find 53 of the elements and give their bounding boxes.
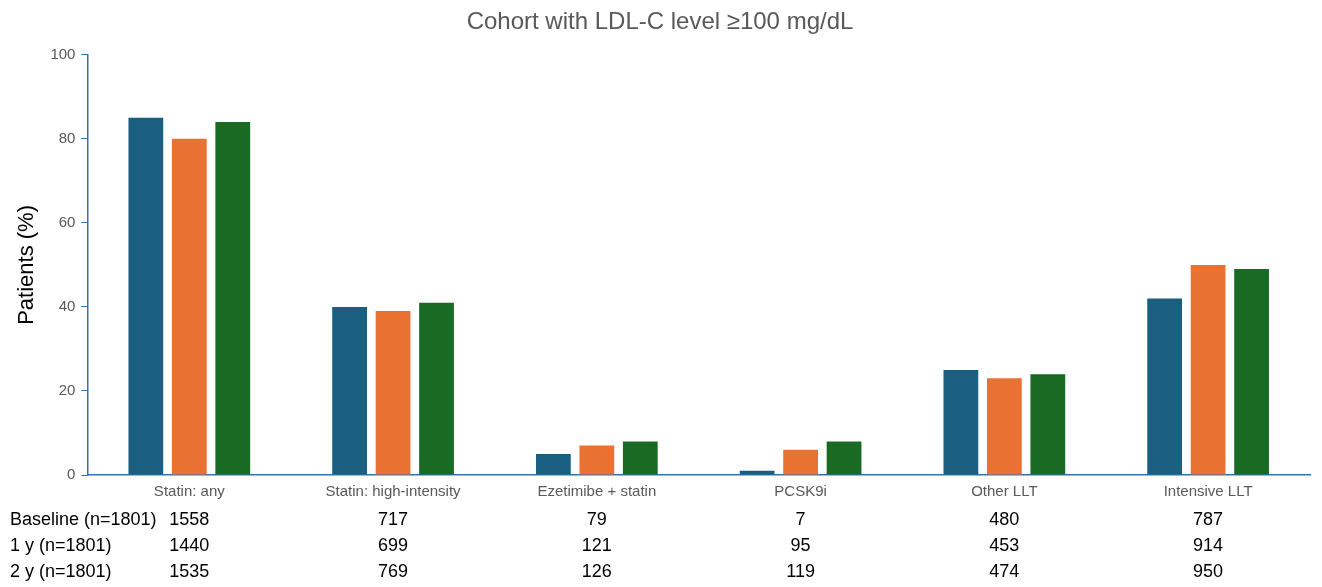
text: 119: [786, 560, 815, 581]
text: 126: [581, 560, 612, 581]
bar: [783, 449, 818, 475]
bar: [986, 378, 1022, 475]
x-tick-label: Intensive LLT: [1163, 482, 1253, 500]
text: 950: [1193, 560, 1224, 581]
text: 474: [989, 560, 1020, 581]
text: 717: [378, 508, 409, 529]
text: 1 y (n=1801): [10, 534, 112, 555]
text: Baseline (n=1801): [10, 508, 157, 529]
x-tick-label: PCSK9i: [774, 482, 827, 500]
text: 121: [581, 534, 612, 555]
y-tick-label: 0: [67, 465, 76, 483]
text: 453: [989, 534, 1020, 555]
y-tick-label: 80: [58, 128, 76, 146]
chart-title: Cohort with LDL-C level ≥100 mg/dL: [466, 7, 854, 35]
bar: [1030, 374, 1066, 475]
text: 95: [790, 534, 811, 555]
x-tick-label: Statin: high-intensity: [325, 482, 462, 500]
bar: [1234, 269, 1269, 475]
text: 1440: [169, 534, 210, 555]
bar: [171, 138, 207, 475]
bar: [419, 302, 454, 475]
text: 1558: [169, 508, 210, 529]
y-tick-label: 60: [58, 213, 76, 231]
text: 914: [1193, 534, 1224, 555]
bar: [332, 306, 367, 475]
bar: [1147, 298, 1183, 475]
bar: [943, 369, 979, 475]
bar: [535, 453, 571, 475]
x-tick-label: Other LLT: [971, 482, 1038, 500]
x-tick-label: Ezetimibe + statin: [537, 482, 657, 500]
bar: [128, 117, 164, 475]
y-tick-label: 100: [50, 44, 76, 62]
text: 7: [795, 508, 806, 529]
y-tick-label: 20: [58, 381, 76, 399]
x-tick-label: Statin: any: [153, 482, 226, 500]
bar: [826, 441, 862, 475]
text: 2 y (n=1801): [10, 560, 112, 581]
y-tick-label: 40: [58, 297, 76, 315]
bar: [375, 311, 411, 475]
text: 480: [989, 508, 1020, 529]
text: 79: [586, 508, 607, 529]
text: 1535: [169, 560, 210, 581]
bar: [739, 470, 775, 475]
bar: [622, 441, 658, 475]
text: 699: [378, 534, 409, 555]
bar: [215, 122, 251, 475]
y-axis-title: Patients (%): [13, 204, 39, 325]
bar: [579, 445, 615, 475]
text: 769: [378, 560, 409, 581]
bar: [1190, 264, 1226, 475]
text: 787: [1193, 508, 1224, 529]
